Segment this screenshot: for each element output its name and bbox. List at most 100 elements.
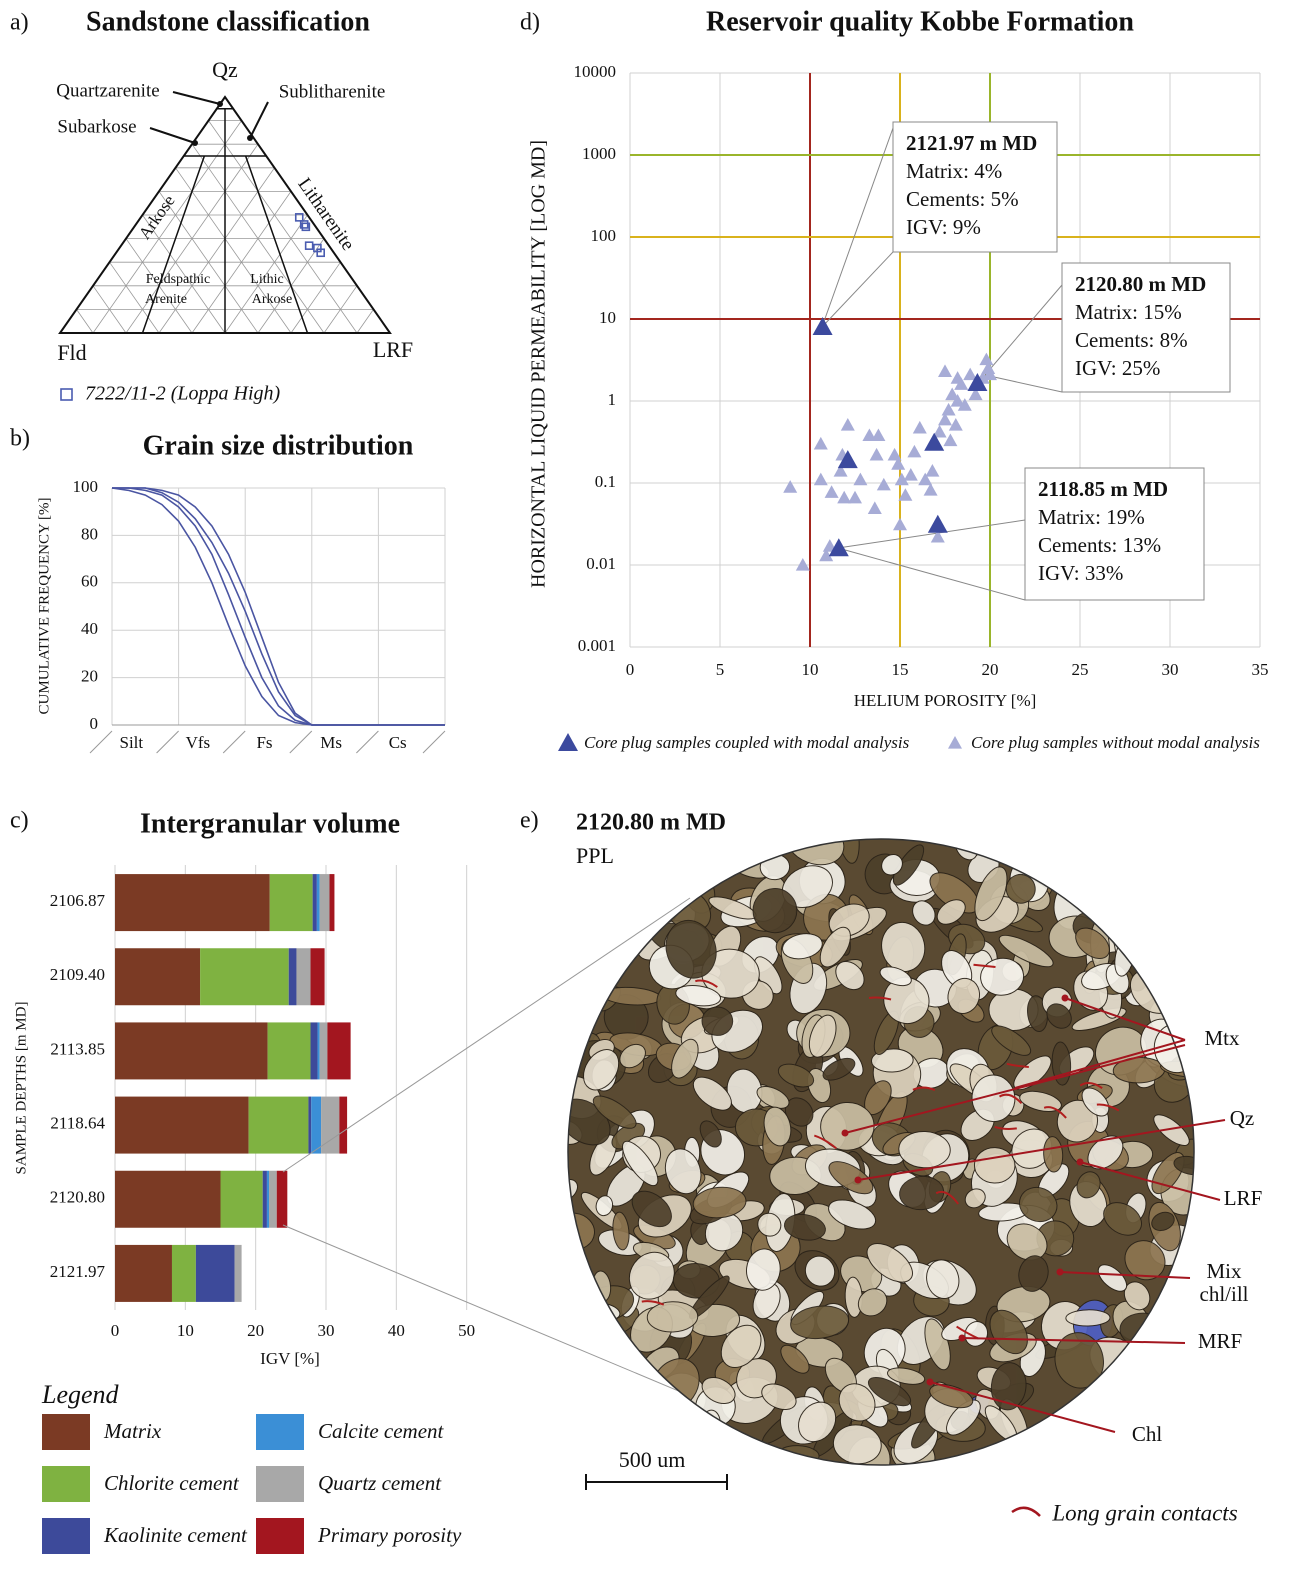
class-slash bbox=[290, 731, 312, 753]
leader-line bbox=[838, 520, 1025, 548]
arrow-head bbox=[192, 140, 198, 146]
bar-segment bbox=[115, 1171, 221, 1228]
mineral-label: LRF bbox=[1224, 1186, 1263, 1210]
data-point bbox=[783, 480, 797, 493]
bar-segment bbox=[269, 1171, 277, 1228]
field-label: Subarkose bbox=[57, 116, 136, 137]
data-point bbox=[814, 437, 828, 450]
mineral-label: Mtx bbox=[1204, 1026, 1240, 1050]
y-tick-label: 0.001 bbox=[578, 636, 616, 655]
bar-segment bbox=[115, 874, 270, 931]
x-tick-label: Silt bbox=[119, 733, 143, 752]
chart-title: Sandstone classification bbox=[86, 6, 370, 37]
contact-legend-label: Long grain contacts bbox=[1051, 1500, 1237, 1525]
legend-label: Matrix bbox=[103, 1419, 162, 1443]
distribution-curve bbox=[112, 488, 445, 725]
data-point bbox=[928, 515, 948, 533]
y-tick-label: 2118.64 bbox=[50, 1113, 105, 1132]
callout-text: Matrix: 15% bbox=[1075, 300, 1182, 324]
y-tick-label: 2109.40 bbox=[50, 965, 105, 984]
x-tick-label: 30 bbox=[1162, 660, 1179, 679]
bar-segment bbox=[320, 874, 330, 931]
bar-segment bbox=[221, 1171, 263, 1228]
bar-segment bbox=[172, 1245, 196, 1302]
data-point bbox=[796, 558, 810, 571]
bar-segment bbox=[115, 948, 200, 1005]
legend-swatch bbox=[256, 1518, 304, 1554]
contact-legend-mark bbox=[1012, 1508, 1040, 1516]
callout-text: Matrix: 4% bbox=[906, 159, 1002, 183]
y-tick-label: 2121.97 bbox=[50, 1262, 106, 1281]
bar-segment bbox=[263, 1171, 267, 1228]
scale-bar bbox=[586, 1474, 727, 1490]
data-point bbox=[814, 473, 828, 486]
ternary-grid bbox=[159, 168, 275, 333]
legend-marker bbox=[61, 389, 72, 400]
legend-label: Kaolinite cement bbox=[103, 1523, 248, 1547]
data-point bbox=[951, 371, 965, 384]
data-point bbox=[979, 353, 993, 366]
x-tick-label: 5 bbox=[716, 660, 725, 679]
field-arrow bbox=[150, 128, 195, 143]
callout-text: Cements: 8% bbox=[1075, 328, 1188, 352]
x-tick-label: 15 bbox=[892, 660, 909, 679]
y-tick-label: 10000 bbox=[574, 62, 617, 81]
mineral-label: Qz bbox=[1230, 1106, 1255, 1130]
distribution-curve bbox=[112, 488, 445, 725]
distribution-curve bbox=[112, 488, 445, 725]
grain bbox=[1066, 1309, 1110, 1326]
x-tick-label: 0 bbox=[111, 1321, 120, 1340]
arrow-head bbox=[855, 1177, 862, 1184]
legend-label: Chlorite cement bbox=[104, 1471, 240, 1495]
bar-segment bbox=[311, 948, 325, 1005]
data-point bbox=[938, 364, 952, 377]
legend-label: 7222/11-2 (Loppa High) bbox=[85, 383, 281, 405]
chart-title: Grain size distribution bbox=[143, 430, 414, 461]
legend-label: Quartz cement bbox=[318, 1471, 442, 1495]
bar-segment bbox=[267, 1171, 269, 1228]
bar-segment bbox=[277, 1171, 288, 1228]
class-slash bbox=[423, 731, 445, 753]
x-tick-label: 0 bbox=[626, 660, 635, 679]
y-tick-label: 0.01 bbox=[586, 554, 616, 573]
bar-segment bbox=[311, 1022, 318, 1079]
y-tick-label: 10 bbox=[599, 308, 616, 327]
legend-swatch bbox=[42, 1466, 90, 1502]
field-label: Arenite bbox=[145, 292, 187, 307]
data-point bbox=[825, 485, 839, 498]
legend-title: Legend bbox=[41, 1380, 120, 1409]
x-tick-label: Fs bbox=[256, 733, 272, 752]
data-point bbox=[925, 464, 939, 477]
y-tick-label: 1000 bbox=[582, 144, 616, 163]
bar-segment bbox=[296, 948, 310, 1005]
arrow-head bbox=[959, 1335, 966, 1342]
micro-title: 2120.80 m MD bbox=[576, 810, 726, 836]
x-tick-label: 30 bbox=[318, 1321, 335, 1340]
bar-segment bbox=[317, 874, 320, 931]
bar-segment bbox=[200, 948, 289, 1005]
field-label: Lithic bbox=[250, 272, 283, 287]
y-tick-label: 0 bbox=[90, 714, 99, 733]
data-point bbox=[853, 473, 867, 486]
ternary-grid bbox=[357, 309, 374, 333]
legend-marker bbox=[558, 733, 578, 751]
x-tick-label: 10 bbox=[802, 660, 819, 679]
callout-text: IGV: 25% bbox=[1075, 356, 1160, 380]
bar-segment bbox=[270, 874, 313, 931]
callout-text: 2118.85 m MD bbox=[1038, 477, 1168, 501]
field-label: Feldspathic bbox=[146, 272, 211, 287]
y-axis-title: SAMPLE DEPTHS [m MD] bbox=[13, 1002, 29, 1175]
panel-label: d) bbox=[520, 10, 540, 36]
mineral-label: MRF bbox=[1198, 1329, 1242, 1353]
legend-marker bbox=[948, 736, 962, 749]
y-tick-label: 1 bbox=[608, 390, 617, 409]
bar-segment bbox=[115, 1022, 268, 1079]
mineral-label: Mix bbox=[1206, 1259, 1242, 1283]
ternary-grid bbox=[291, 262, 341, 333]
micro-subtitle: PPL bbox=[576, 843, 614, 868]
mineral-label: chl/ill bbox=[1200, 1282, 1249, 1306]
callout-text: Cements: 13% bbox=[1038, 533, 1161, 557]
y-axis-title: HORIZONTAL LIQUID PERMEABILITY [LOG MD] bbox=[528, 140, 550, 588]
callout-text: IGV: 9% bbox=[906, 215, 981, 239]
bar-segment bbox=[320, 1022, 328, 1079]
